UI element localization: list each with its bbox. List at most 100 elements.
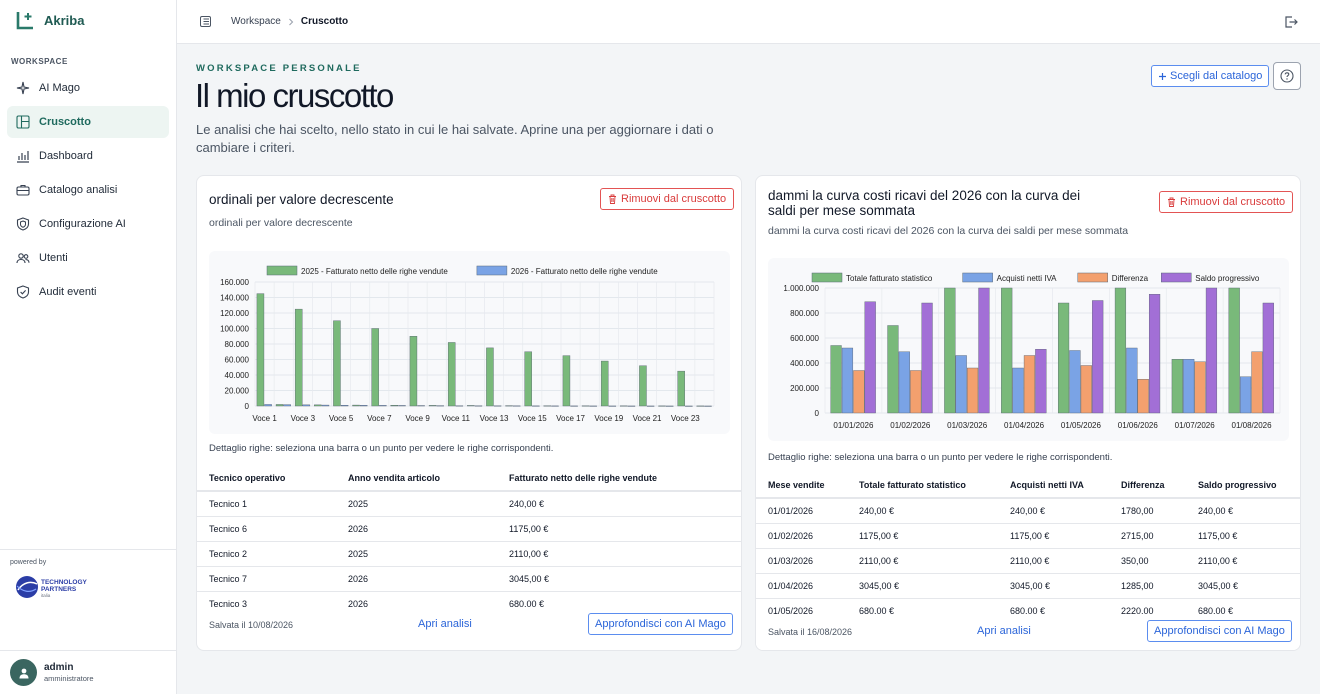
legend-label: 2026 - Fatturato netto delle righe vendu… — [511, 267, 658, 276]
bar — [436, 405, 444, 407]
bar — [1262, 302, 1274, 414]
y-tick-label: 60.000 — [225, 356, 250, 365]
bar — [1080, 365, 1092, 414]
open-analysis-link[interactable]: Apri analisi — [418, 618, 472, 630]
bar — [551, 405, 559, 407]
bar — [333, 320, 341, 407]
sidebar-item-catalogo-analisi[interactable]: Catalogo analisi — [7, 174, 169, 206]
column-header[interactable]: Tecnico operativo — [197, 466, 336, 492]
open-analysis-link[interactable]: Apri analisi — [977, 625, 1031, 637]
detail-hint: Dettaglio righe: seleziona una barra o u… — [768, 452, 1113, 463]
layout-icon — [16, 115, 30, 129]
sidebar-item-label: Cruscotto — [39, 116, 91, 128]
detail-hint: Dettaglio righe: seleziona una barra o u… — [209, 443, 554, 454]
column-header[interactable]: Anno vendita articolo — [336, 466, 497, 492]
legend-swatch — [962, 272, 993, 283]
bar — [486, 347, 494, 407]
table-row[interactable]: Tecnico 7 2026 3045,00 € — [197, 566, 741, 592]
remove-from-dashboard-button[interactable]: Rimuovi dal cruscotto — [600, 188, 735, 210]
x-tick-label: Voce 17 — [556, 414, 585, 423]
analysis-card: dammi la curva costi ricavi del 2026 con… — [755, 175, 1301, 651]
legend-label: Acquisti netti IVA — [997, 274, 1058, 283]
x-tick-label: 01/03/2026 — [947, 421, 988, 430]
sidebar-item-utenti[interactable]: Utenti — [7, 242, 169, 274]
bar — [677, 370, 685, 407]
bar — [417, 405, 425, 407]
user-menu[interactable]: admin amministratore — [0, 650, 177, 694]
table-row[interactable]: Tecnico 6 2026 1175,00 € — [197, 516, 741, 542]
bar — [371, 328, 379, 407]
column-header[interactable]: Fatturato netto delle righe vendute — [497, 466, 741, 492]
remove-from-dashboard-button[interactable]: Rimuovi dal cruscotto — [1159, 191, 1294, 213]
table-row[interactable]: 01/02/2026 1175,00 €1175,00 €2715,00 1175,… — [756, 523, 1300, 549]
column-header[interactable]: Differenza — [1109, 473, 1186, 499]
bar — [864, 301, 876, 414]
explore-with-ai-button[interactable]: Approfondisci con AI Mago — [1147, 620, 1292, 642]
sidebar-item-dashboard[interactable]: Dashboard — [7, 140, 169, 172]
logout-icon[interactable] — [1284, 15, 1298, 29]
bar-chart[interactable]: 2025 - Fatturato netto delle righe vendu… — [209, 251, 730, 434]
choose-from-catalog-button[interactable]: Scegli dal catalogo — [1151, 65, 1270, 87]
table-header-row: Mese vendite Totale fatturato statistico… — [756, 473, 1300, 499]
legend-swatch — [1161, 272, 1192, 283]
sidebar-item-label: Configurazione AI — [39, 218, 126, 230]
x-tick-label: Voce 19 — [594, 414, 623, 423]
x-tick-label: Voce 23 — [671, 414, 700, 423]
explore-with-ai-button[interactable]: Approfondisci con AI Mago — [588, 613, 733, 635]
column-header[interactable]: Totale fatturato statistico — [847, 473, 998, 499]
menu-toggle-icon[interactable] — [200, 16, 211, 27]
sidebar-item-configurazione-ai[interactable]: Configurazione AI — [7, 208, 169, 240]
card-footer: Salvata il 16/08/2026 Apri analisi Appro… — [756, 614, 1300, 650]
bar — [1057, 302, 1070, 414]
powered-by: powered by TECHNOLOGY PARTNERS italia — [0, 549, 177, 618]
bar-chart[interactable]: Totale fatturato statistico Acquisti nett… — [768, 258, 1289, 441]
table-cell: 1175,00 € — [847, 523, 998, 549]
x-tick-label: Voce 1 — [252, 414, 277, 423]
bar — [978, 287, 990, 414]
sidebar-item-cruscotto[interactable]: Cruscotto — [7, 106, 169, 138]
x-tick-label: 01/04/2026 — [1004, 421, 1045, 430]
partner-logo[interactable]: TECHNOLOGY PARTNERS italia — [14, 574, 106, 604]
legend-swatch — [1077, 272, 1108, 283]
table-cell: 1175,00 € — [497, 516, 741, 542]
help-button[interactable] — [1273, 62, 1301, 90]
bar — [608, 405, 617, 407]
brand[interactable]: Akriba — [16, 11, 84, 30]
table-cell: 01/04/2026 — [756, 573, 847, 599]
sidebar-item-ai-mago[interactable]: AI Mago — [7, 72, 169, 104]
bar — [532, 405, 540, 407]
sidebar-item-label: Utenti — [39, 252, 68, 264]
shield-icon — [16, 217, 30, 231]
avatar — [10, 659, 37, 686]
column-header[interactable]: Mese vendite — [756, 473, 847, 499]
data-table: Tecnico operativo Anno vendita articolo … — [197, 466, 741, 617]
table-cell: 2025 — [336, 491, 497, 517]
table-row[interactable]: Tecnico 2 2025 2110,00 € — [197, 541, 741, 567]
table-cell: 2026 — [336, 566, 497, 592]
bar — [1012, 367, 1024, 414]
breadcrumb-workspace[interactable]: Workspace — [231, 16, 281, 27]
bar — [1183, 359, 1195, 414]
table-row[interactable]: 01/04/2026 3045,00 €3045,00 €1285,00 3045,… — [756, 573, 1300, 599]
bar — [921, 302, 933, 414]
table-cell: 240,00 € — [1186, 498, 1300, 524]
table-cell: 1780,00 — [1109, 498, 1186, 524]
bar — [1114, 287, 1127, 414]
table-cell: 240,00 € — [497, 491, 741, 517]
sidebar-item-audit-eventi[interactable]: Audit eventi — [7, 276, 169, 308]
column-header[interactable]: Saldo progressivo — [1186, 473, 1300, 499]
y-tick-label: 800.000 — [790, 309, 819, 318]
bar — [428, 405, 437, 407]
bar — [887, 325, 899, 414]
sidebar: Akriba WORKSPACE AI Mago Cruscotto Dashb… — [0, 0, 177, 694]
table-row[interactable]: 01/01/2026 240,00 €240,00 €1780,00 240,00 … — [756, 498, 1300, 524]
table-cell: 3045,00 € — [497, 566, 741, 592]
table-cell: Tecnico 7 — [197, 566, 336, 592]
chart-area: 2025 - Fatturato netto delle righe vendu… — [209, 251, 730, 434]
y-tick-label: 40.000 — [225, 371, 250, 380]
legend-swatch — [266, 265, 298, 276]
table-row[interactable]: Tecnico 1 2025 240,00 € — [197, 491, 741, 517]
table-cell: Tecnico 6 — [197, 516, 336, 542]
table-row[interactable]: 01/03/2026 2110,00 €2110,00 €350,00 2110,0… — [756, 548, 1300, 574]
column-header[interactable]: Acquisti netti IVA — [998, 473, 1109, 499]
